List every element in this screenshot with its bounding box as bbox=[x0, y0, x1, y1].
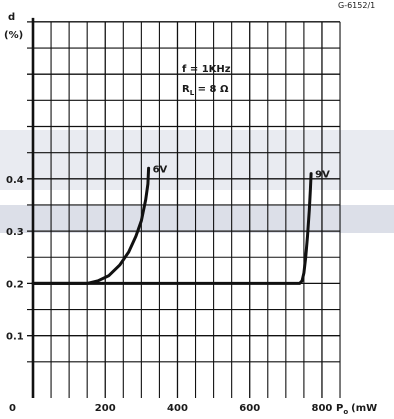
x-axis-unit: (mW bbox=[351, 403, 377, 414]
axes bbox=[31, 17, 341, 398]
series-label-6v: 6V bbox=[153, 164, 168, 175]
x-axis-label: Po (mW bbox=[336, 403, 377, 416]
y-tick-labels: 0 0.1 0.2 0.3 0.4 bbox=[6, 175, 24, 414]
y-tick-label: 0.1 bbox=[6, 332, 24, 343]
x-tick-label: 400 bbox=[167, 403, 188, 414]
condition-frequency: f = 1KHz bbox=[182, 64, 231, 75]
band-upper bbox=[0, 130, 394, 190]
y-tick-label: 0.2 bbox=[6, 279, 24, 290]
series-line-9v bbox=[31, 172, 313, 285]
y-tick-label: 0.3 bbox=[6, 227, 24, 238]
grid bbox=[27, 21, 341, 398]
band-lower bbox=[0, 205, 394, 233]
curves bbox=[31, 166, 313, 285]
condition-load-value: = 8 Ω bbox=[194, 84, 229, 95]
y-tick-label: 0.4 bbox=[6, 175, 24, 186]
condition-load-subscript: L bbox=[190, 89, 195, 97]
condition-load: RL = 8 Ω bbox=[182, 84, 229, 97]
figure-reference-code: G-6152/1 bbox=[338, 1, 375, 10]
y-tick-label: 0 bbox=[9, 403, 16, 414]
x-axis-symbol: P bbox=[336, 403, 343, 414]
x-axis-subscript: o bbox=[343, 408, 348, 416]
series-label-9v: 9V bbox=[315, 170, 330, 181]
y-axis-unit-label: (%) bbox=[4, 30, 23, 41]
x-tick-labels: 200 400 600 800 bbox=[95, 403, 333, 414]
x-tick-label: 800 bbox=[312, 403, 333, 414]
y-axis-label: d bbox=[8, 12, 15, 23]
background-bands bbox=[0, 130, 394, 233]
condition-load-symbol: R bbox=[182, 84, 190, 95]
x-tick-label: 600 bbox=[239, 403, 260, 414]
x-tick-label: 200 bbox=[95, 403, 116, 414]
